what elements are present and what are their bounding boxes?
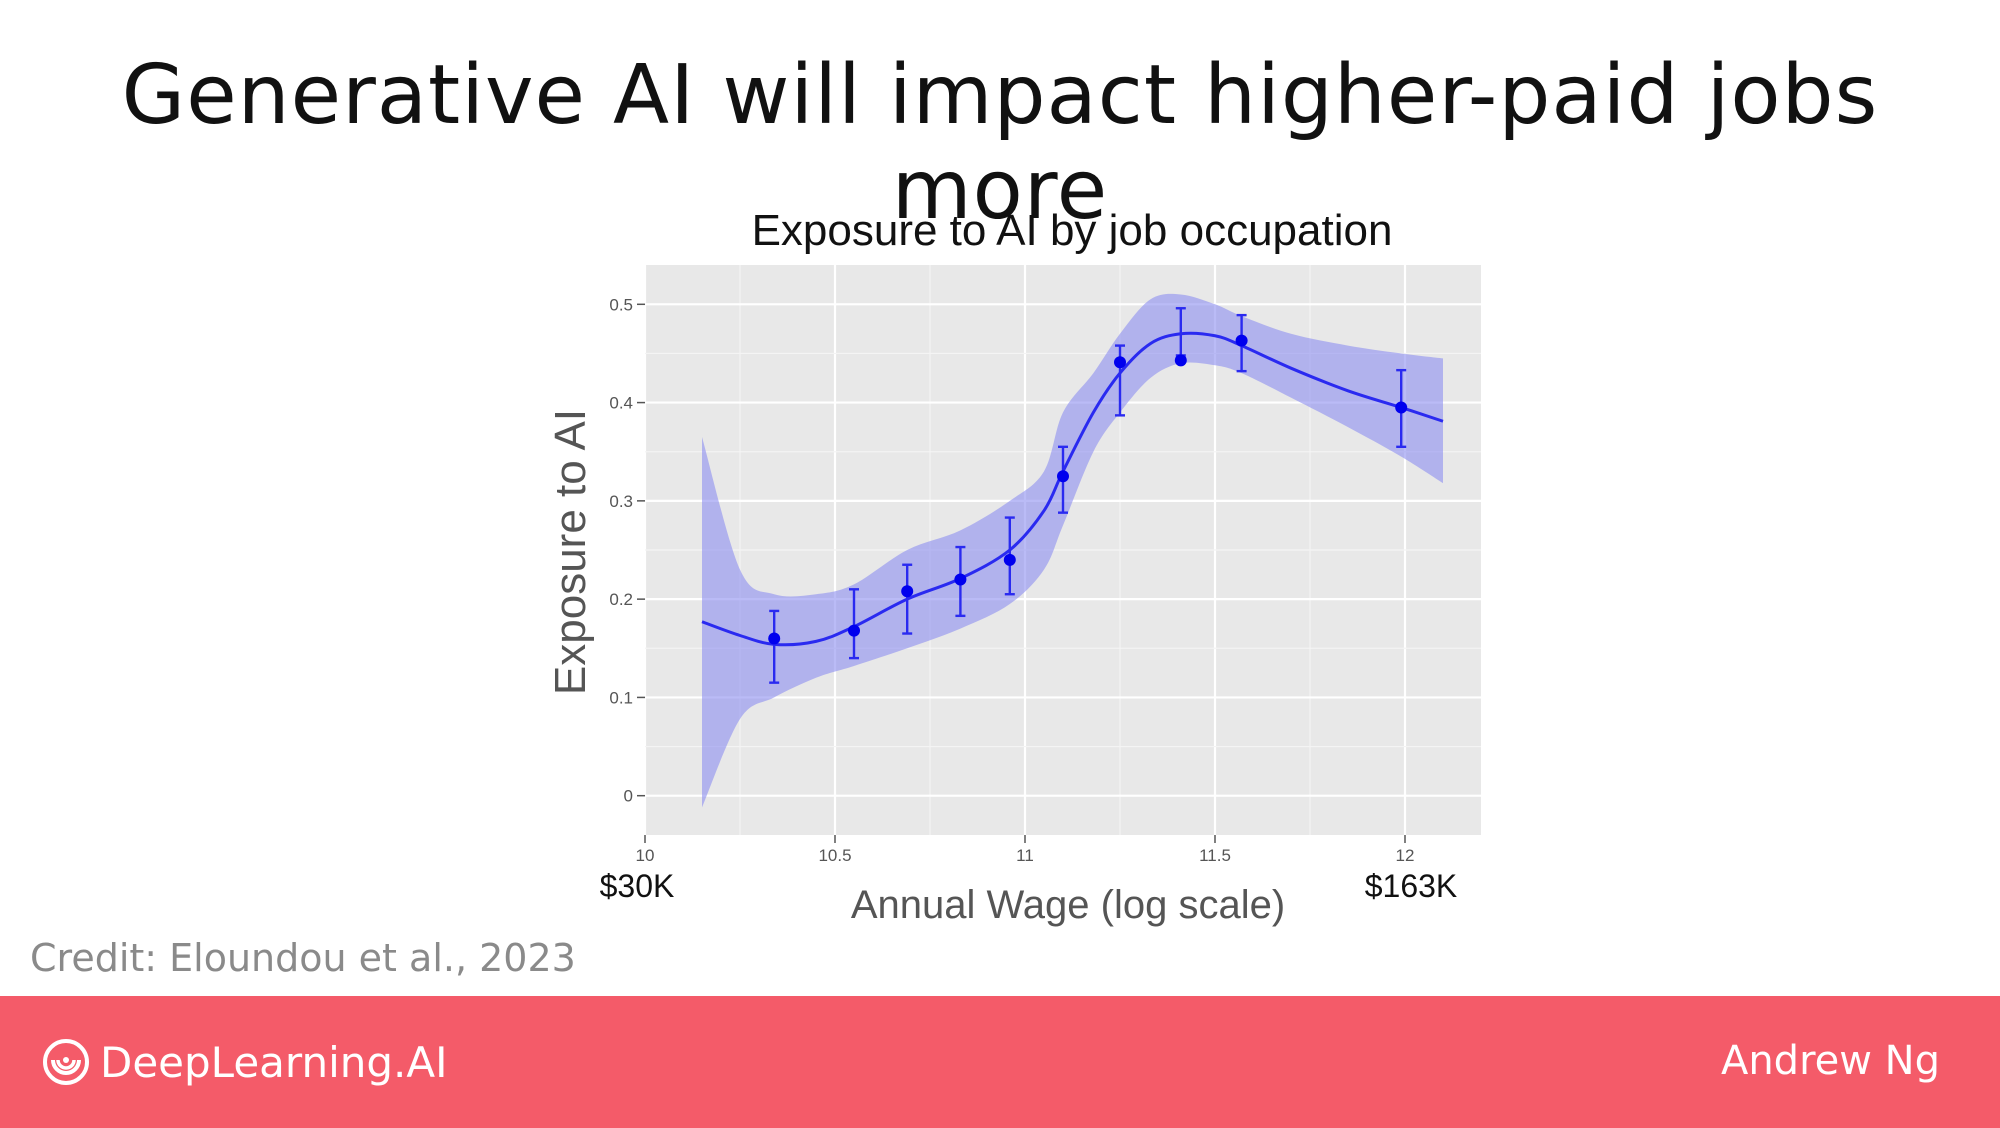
y-axis-label: Exposure to AI [546,409,595,695]
y-tick-label: 0.4 [609,394,633,413]
data-point [1114,356,1126,369]
chart-title: Exposure to AI by job occupation [752,206,1393,255]
data-point [848,624,860,637]
x-tick-labels: 10 10.5 11 11.5 12 [636,835,1415,865]
fit-line [701,331,1444,647]
data-point [768,632,781,645]
credit-text: Credit: Eloundou et al., 2023 [30,936,576,980]
x-tick-label: 11 [1016,846,1034,865]
wage-annotation-label: $30K [600,868,675,904]
x-tick-label: 12 [1396,846,1415,865]
x-tick-label: 10 [636,846,655,865]
data-point [901,585,914,598]
data-point [1395,401,1408,414]
data-points [768,334,1408,645]
brand-name: DeepLearning.AI [100,1037,448,1087]
data-point [1003,553,1016,566]
y-tick-label: 0.5 [609,295,633,314]
chart: Exposure to AI by job occupation 0 0.1 0.2… [546,206,1481,927]
brand[interactable]: DeepLearning.AI [42,1032,447,1092]
data-point [954,573,967,586]
error-bars [769,307,1407,684]
x-tick-label: 10.5 [818,846,851,865]
y-tick-label: 0.1 [609,688,633,707]
wage-annotations: $30K $163K [600,868,1458,904]
x-axis-label: Annual Wage (log scale) [851,883,1285,927]
author-name: Andrew Ng [1720,1038,1940,1084]
wage-annotation-label: $163K [1365,868,1458,904]
y-tick-labels: 0 0.1 0.2 0.3 0.4 0.5 [609,295,645,806]
y-tick-label: 0.3 [609,492,633,511]
x-tick-label: 11.5 [1199,846,1231,865]
y-tick-label: 0.2 [609,590,633,609]
y-tick-label: 0 [624,787,633,806]
data-point [1174,354,1187,367]
footer-bar: DeepLearning.AI Andrew Ng [0,996,2000,1128]
slide-title: Generative AI will impact higher-paid jo… [121,48,1879,238]
data-point [1057,470,1069,483]
deeplearning-ai-logo-icon [43,1039,89,1085]
data-point [1235,334,1248,347]
fit-line-path [701,331,1444,647]
